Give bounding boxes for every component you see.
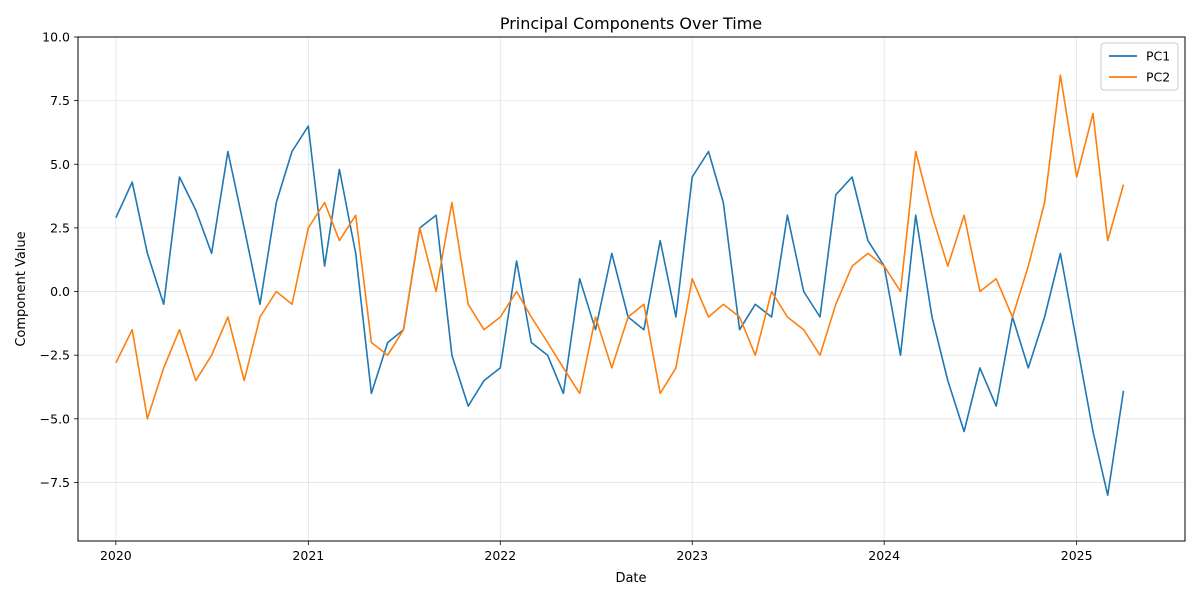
y-tick-label: 2.5 — [50, 220, 70, 235]
y-tick-label: 5.0 — [50, 157, 70, 172]
x-tick-label: 2025 — [1061, 548, 1093, 563]
y-tick-label: −2.5 — [40, 348, 70, 363]
y-axis-label: Component Value — [14, 231, 29, 346]
y-tick-label: 7.5 — [50, 93, 70, 108]
legend-label-pc2: PC2 — [1146, 70, 1170, 85]
y-tick-label: 10.0 — [42, 30, 70, 45]
series-layer — [115, 74, 1125, 497]
series-line-pc1 — [115, 125, 1125, 497]
x-tick-label: 2021 — [292, 548, 324, 563]
y-tick-label: −7.5 — [40, 475, 70, 490]
x-tick-label: 2024 — [868, 548, 900, 563]
y-tick-label: 0.0 — [50, 284, 70, 299]
x-tick-label: 2022 — [484, 548, 516, 563]
x-axis-label: Date — [615, 571, 646, 586]
x-axis: 2020 2021 2022 2023 2024 2025 — [100, 541, 1093, 563]
legend-label-pc1: PC1 — [1146, 49, 1170, 64]
x-tick-label: 2023 — [676, 548, 708, 563]
y-tick-label: −5.0 — [40, 411, 70, 426]
series-line-pc2 — [115, 74, 1125, 420]
x-tick-label: 2020 — [100, 548, 132, 563]
chart-title: Principal Components Over Time — [500, 14, 762, 33]
plot-frame — [77, 36, 1186, 542]
y-axis: −7.5 −5.0 −2.5 0.0 2.5 5.0 7.5 10.0 — [40, 30, 78, 490]
legend-box — [1100, 42, 1179, 91]
